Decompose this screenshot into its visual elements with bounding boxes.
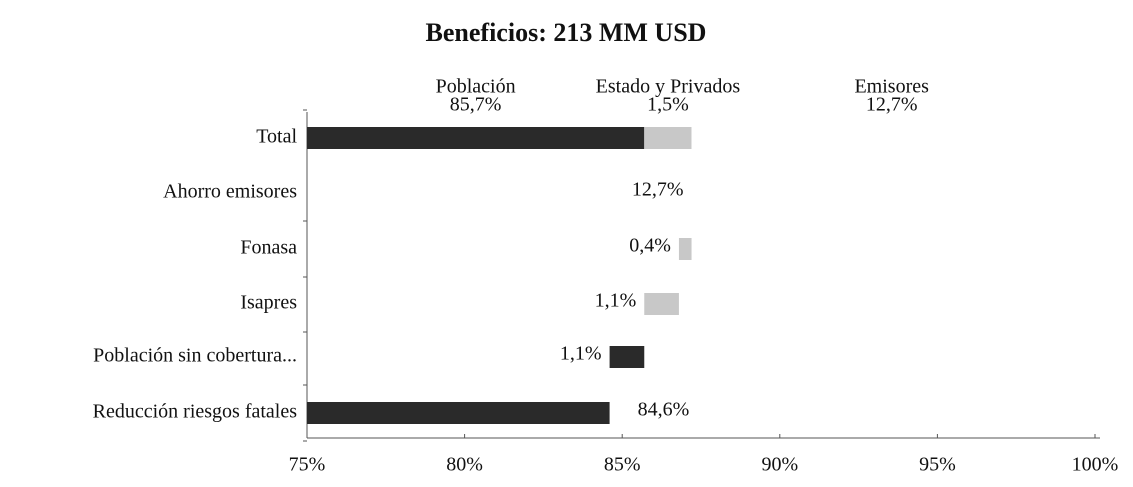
x-tick-label: 90% — [761, 454, 798, 476]
plot-area — [307, 127, 1092, 424]
segment-name: Emisores — [854, 76, 929, 98]
category-label: Reducción riesgos fatales — [93, 401, 298, 423]
segment-name: Estado y Privados — [596, 76, 741, 98]
bar — [644, 293, 679, 315]
value-label: 1,1% — [595, 290, 637, 312]
bar — [691, 182, 1092, 204]
value-label: 1,1% — [560, 343, 602, 365]
segment-value-label: 12,7% — [866, 94, 918, 116]
x-tick-label: 95% — [919, 454, 956, 476]
bar — [609, 346, 645, 368]
total-segment — [691, 127, 1092, 149]
value-label: 0,4% — [629, 235, 671, 257]
bar — [307, 402, 610, 424]
category-label: Fonasa — [240, 237, 297, 259]
category-label: Isapres — [240, 292, 297, 314]
category-label: Total — [256, 126, 297, 148]
total-segment — [644, 127, 692, 149]
x-tick-label: 75% — [289, 454, 326, 476]
value-label: 12,7% — [632, 179, 684, 201]
category-label: Ahorro emisores — [163, 181, 297, 203]
total-segment — [307, 127, 645, 149]
value-label: 84,6% — [638, 399, 690, 421]
segment-value-label: 1,5% — [647, 94, 689, 116]
x-tick-label: 80% — [446, 454, 483, 476]
x-tick-label: 100% — [1072, 454, 1119, 476]
segment-name: Población — [436, 76, 516, 98]
bar — [678, 238, 692, 260]
x-tick-label: 85% — [604, 454, 641, 476]
category-label: Población sin cobertura... — [93, 345, 297, 367]
segment-value-label: 85,7% — [450, 94, 502, 116]
chart-title: Beneficios: 213 MM USD — [426, 18, 707, 47]
